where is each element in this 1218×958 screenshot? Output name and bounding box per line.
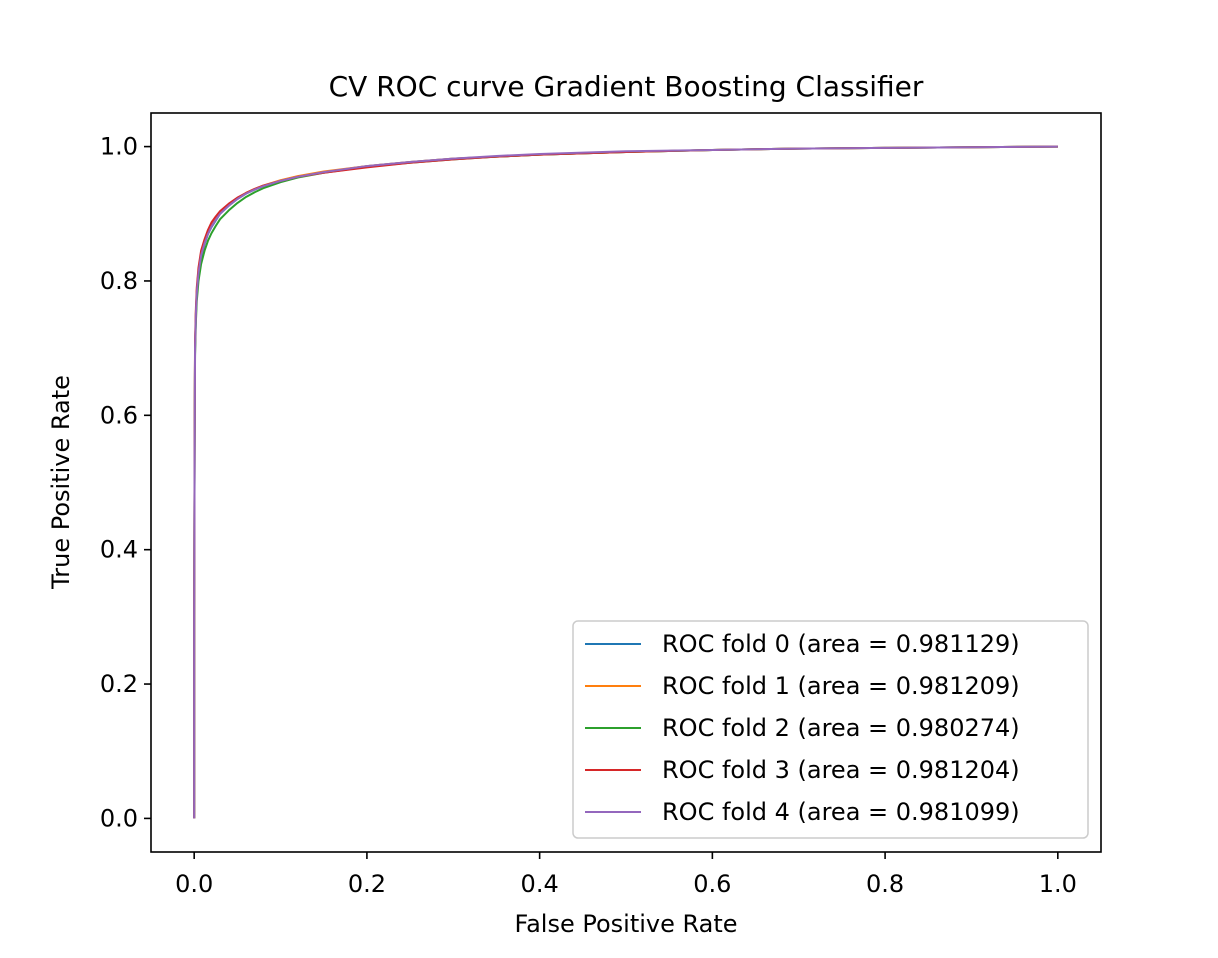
x-tick-label: 0.4 xyxy=(521,870,559,898)
y-tick-label: 0.0 xyxy=(100,804,138,832)
legend-label-fold-2: ROC fold 2 (area = 0.980274) xyxy=(662,714,1020,742)
y-tick-label: 1.0 xyxy=(100,133,138,161)
plot-frame xyxy=(150,112,1102,853)
y-tick-label: 0.8 xyxy=(100,267,138,295)
x-tick-label: 1.0 xyxy=(1039,870,1077,898)
legend-label-fold-0: ROC fold 0 (area = 0.981129) xyxy=(662,630,1020,658)
y-axis-label: True Positive Rate xyxy=(47,375,75,590)
y-tick-label: 0.4 xyxy=(100,536,138,564)
legend-box xyxy=(572,620,1089,839)
x-tick-label: 0.0 xyxy=(175,870,213,898)
series-layer xyxy=(193,145,1058,819)
x-tick-label: 0.6 xyxy=(693,870,731,898)
y-tick-label: 0.2 xyxy=(100,670,138,698)
legend-label-fold-3: ROC fold 3 (area = 0.981204) xyxy=(662,756,1020,784)
legend-label-fold-4: ROC fold 4 (area = 0.981099) xyxy=(662,798,1020,826)
y-axis: 0.0 0.2 0.4 0.6 0.8 1.0 xyxy=(100,133,151,832)
roc-line-fold-4 xyxy=(193,145,1058,819)
y-tick-label: 0.6 xyxy=(100,401,138,429)
x-axis: 0.0 0.2 0.4 0.6 0.8 1.0 xyxy=(175,852,1077,898)
x-tick-label: 0.2 xyxy=(348,870,386,898)
x-axis-label: False Positive Rate xyxy=(514,910,737,938)
chart-title: CV ROC curve Gradient Boosting Classifie… xyxy=(329,70,924,103)
legend: ROC fold 0 (area = 0.981129) ROC fold 1 (… xyxy=(572,620,1089,839)
legend-label-fold-1: ROC fold 1 (area = 0.981209) xyxy=(662,672,1020,700)
x-tick-label: 0.8 xyxy=(866,870,904,898)
